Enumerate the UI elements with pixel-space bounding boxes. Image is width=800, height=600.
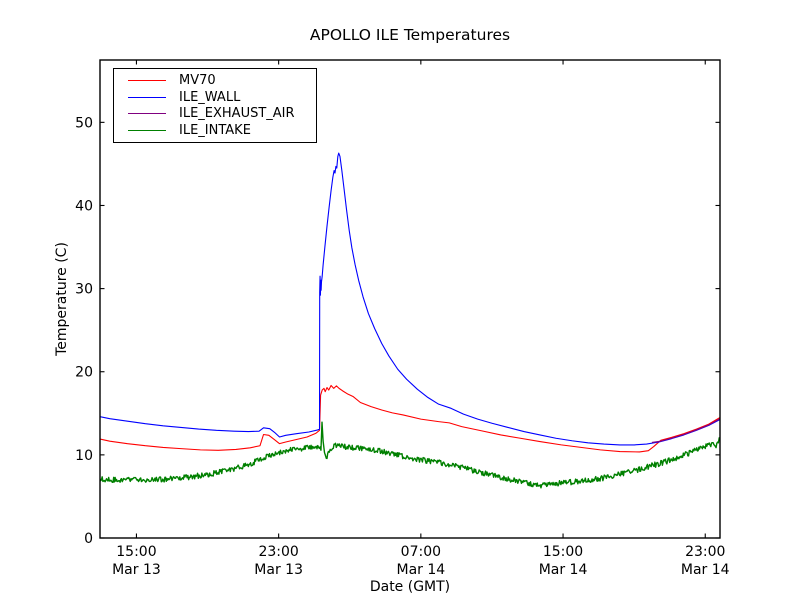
- y-tick-label: 0: [84, 531, 93, 547]
- legend-line-sample: [128, 96, 166, 98]
- legend-entry-ILE_INTAKE: ILE_INTAKE: [114, 123, 316, 139]
- y-tick-label: 40: [75, 198, 93, 214]
- legend-entry-MV70: MV70: [114, 72, 316, 88]
- series-line-ILE_EXHAUST_AIR: [651, 418, 720, 443]
- axes-frame: [99, 59, 721, 539]
- series-line-ILE_WALL: [100, 152, 720, 446]
- legend-line-sample: [128, 113, 166, 115]
- series-line-ILE_INTAKE: [100, 421, 720, 489]
- x-tick-label-time: 15:00: [116, 544, 156, 560]
- legend-label: ILE_EXHAUST_AIR: [179, 106, 295, 122]
- legend-label: MV70: [179, 72, 216, 88]
- x-tick-label-date: Mar 13: [254, 562, 303, 578]
- x-tick-label-time: 07:00: [401, 544, 441, 560]
- legend-entry-ILE_EXHAUST_AIR: ILE_EXHAUST_AIR: [114, 106, 316, 122]
- x-tick-label-date: Mar 13: [112, 562, 161, 578]
- y-axis-label: Temperature (C): [54, 242, 70, 356]
- y-tick-label: 10: [75, 448, 93, 464]
- legend-entry-ILE_WALL: ILE_WALL: [114, 89, 316, 105]
- x-tick-label-date: Mar 14: [539, 562, 588, 578]
- x-axis-label: Date (GMT): [369, 579, 451, 595]
- y-tick-label: 30: [75, 282, 93, 298]
- y-tick-label: 20: [75, 365, 93, 381]
- y-tick-label: 50: [75, 115, 93, 131]
- x-tick-label-time: 23:00: [258, 544, 298, 560]
- chart-title: APOLLO ILE Temperatures: [309, 26, 511, 44]
- x-tick-label-date: Mar 14: [681, 562, 730, 578]
- x-tick-label-time: 15:00: [543, 544, 583, 560]
- legend-label: ILE_WALL: [179, 89, 241, 105]
- x-tick-label-date: Mar 14: [396, 562, 445, 578]
- series-line-MV70: [100, 384, 720, 453]
- legend-label: ILE_INTAKE: [179, 123, 251, 139]
- legend-line-sample: [128, 130, 166, 132]
- legend-line-sample: [128, 79, 166, 81]
- legend: MV70 ILE_WALL ILE_EXHAUST_AIR ILE_INTAKE: [113, 68, 317, 143]
- x-tick-label-time: 23:00: [685, 544, 725, 560]
